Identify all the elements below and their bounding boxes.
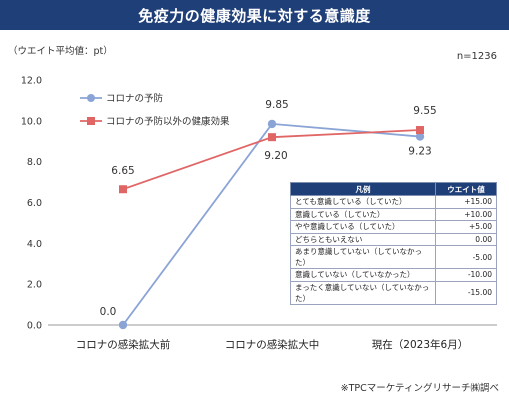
sample-size-label: n=1236: [456, 51, 497, 62]
score-table-header-value: ウエイト値: [435, 182, 497, 196]
y-tick-label: 12.0: [21, 76, 42, 87]
score-table-row-value: -5.00: [435, 245, 497, 269]
data-value-label: 6.65: [111, 165, 134, 177]
legend-swatch-marker: [87, 117, 95, 125]
legend-entry-label: コロナの予防: [106, 93, 164, 105]
y-tick-label: 2.0: [27, 280, 42, 291]
y-tick-label: 10.0: [21, 116, 42, 127]
data-point-marker: [415, 132, 425, 141]
y-tick-label: 8.0: [27, 157, 42, 168]
data-value-label: 9.20: [264, 150, 287, 162]
score-table-row: どちらともいえない 0.00: [290, 232, 497, 246]
score-table-row-label: やや意識している（していた）: [290, 220, 436, 234]
x-category-label: 現在（2023年6月）: [372, 338, 468, 351]
data-point-marker: [267, 119, 277, 129]
title-banner: 免疫力の健康効果に対する意識度: [0, 0, 509, 30]
data-point-marker: [118, 320, 128, 330]
data-point-marker: [416, 126, 424, 135]
score-table-row-value: 0.00: [435, 232, 497, 246]
source-note: ※TPCマーケティングリサーチ㈱調べ: [340, 383, 499, 394]
data-value-label: 9.85: [265, 99, 288, 111]
data-value-label: 9.23: [408, 146, 431, 158]
data-point-marker: [119, 185, 127, 194]
score-table-row-value: +5.00: [435, 220, 497, 234]
score-table-row-value: +10.00: [435, 207, 497, 221]
unit-label: （ウエイト平均値：pt）: [8, 46, 113, 57]
x-category-label: コロナの感染拡大前: [76, 338, 171, 351]
score-table-row-label: 意識していない（していなかった）: [290, 268, 436, 282]
score-table-row-label: どちらともいえない: [290, 232, 436, 246]
score-table-row-label: とても意識している（していた）: [290, 195, 436, 209]
score-table-row: 意識している（していた） +10.00: [290, 207, 497, 221]
score-weight-table: 凡例 ウエイト値 とても意識している（していた） +15.00 意識している（してい…: [290, 182, 497, 305]
y-tick-label: 4.0: [27, 239, 42, 250]
data-value-label: 0.0: [100, 306, 117, 318]
score-table-row-label: まったく意識していない（していなかった）: [290, 280, 436, 305]
legend-swatch-marker: [87, 94, 95, 102]
y-tick-label: 6.0: [27, 198, 42, 209]
score-table-row: やや意識している（していた） +5.00: [290, 220, 497, 234]
x-category-label: コロナの感染拡大中: [225, 338, 320, 351]
score-table-row: 意識していない（していなかった） -10.00: [290, 268, 497, 282]
score-table-row-value: -10.00: [435, 268, 497, 282]
score-table-row-label: あまり意識していない（していなかった）: [290, 245, 436, 269]
legend-entry-label: コロナの予防以外の健康効果: [106, 116, 230, 128]
score-table-row-value: +15.00: [435, 195, 497, 209]
score-table-header-label: 凡例: [290, 182, 436, 196]
score-table-row: まったく意識していない（していなかった） -15.00: [290, 280, 497, 305]
data-point-marker: [268, 133, 276, 142]
score-table-row: あまり意識していない（していなかった） -5.00: [290, 245, 497, 269]
score-table-row: とても意識している（していた） +15.00: [290, 195, 497, 209]
y-tick-label: 0.0: [27, 321, 42, 332]
score-table-row-value: -15.00: [435, 280, 497, 305]
chart-title: 免疫力の健康効果に対する意識度: [138, 6, 371, 25]
score-table-row-label: 意識している（していた）: [290, 207, 436, 221]
score-table-header: 凡例 ウエイト値: [290, 182, 497, 196]
data-value-label: 9.55: [413, 105, 436, 117]
